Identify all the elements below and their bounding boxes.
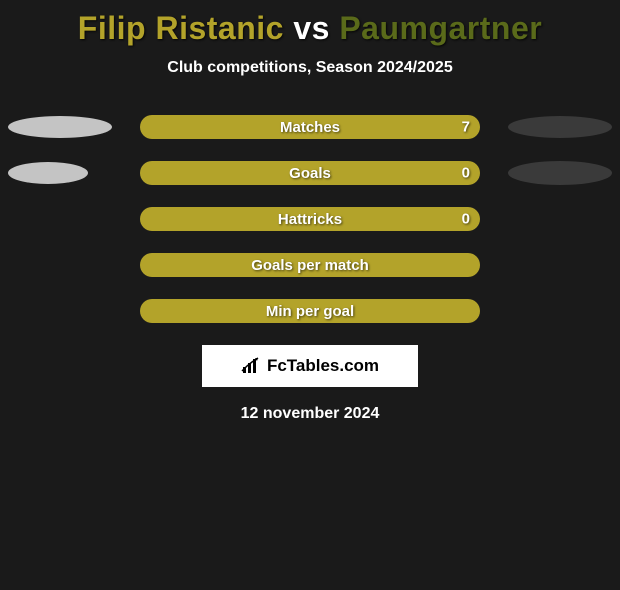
bar-chart-icon (241, 357, 263, 375)
fctables-logo: FcTables.com (202, 345, 418, 387)
stat-bar: Goals per match (140, 253, 480, 277)
stat-row: Matches 7 (0, 115, 620, 139)
stat-value-right: 7 (462, 119, 470, 136)
stat-label: Hattricks (278, 211, 342, 228)
stat-label: Matches (280, 119, 340, 136)
stat-label: Goals per match (251, 257, 369, 274)
vs-text: vs (293, 10, 330, 46)
stat-bar: Goals 0 (140, 161, 480, 185)
right-ellipse (508, 116, 612, 138)
subtitle: Club competitions, Season 2024/2025 (0, 59, 620, 77)
right-ellipse (508, 161, 612, 185)
stat-row: Min per goal (0, 299, 620, 323)
stat-row: Goals 0 (0, 161, 620, 185)
date-text: 12 november 2024 (0, 405, 620, 423)
stat-row: Goals per match (0, 253, 620, 277)
stat-label: Min per goal (266, 303, 354, 320)
logo-text: FcTables.com (267, 356, 379, 376)
player2-name: Paumgartner (339, 10, 542, 46)
comparison-chart: Matches 7 Goals 0 Hattricks 0 Goals per match M… (0, 115, 620, 323)
comparison-title: Filip Ristanic vs Paumgartner (0, 10, 620, 47)
left-ellipse (8, 116, 112, 138)
player1-name: Filip Ristanic (78, 10, 284, 46)
stat-bar: Matches 7 (140, 115, 480, 139)
left-ellipse (8, 162, 88, 184)
stat-bar: Min per goal (140, 299, 480, 323)
stat-value-right: 0 (462, 165, 470, 182)
stat-label: Goals (289, 165, 331, 182)
stat-value-right: 0 (462, 211, 470, 228)
stat-row: Hattricks 0 (0, 207, 620, 231)
stat-bar: Hattricks 0 (140, 207, 480, 231)
